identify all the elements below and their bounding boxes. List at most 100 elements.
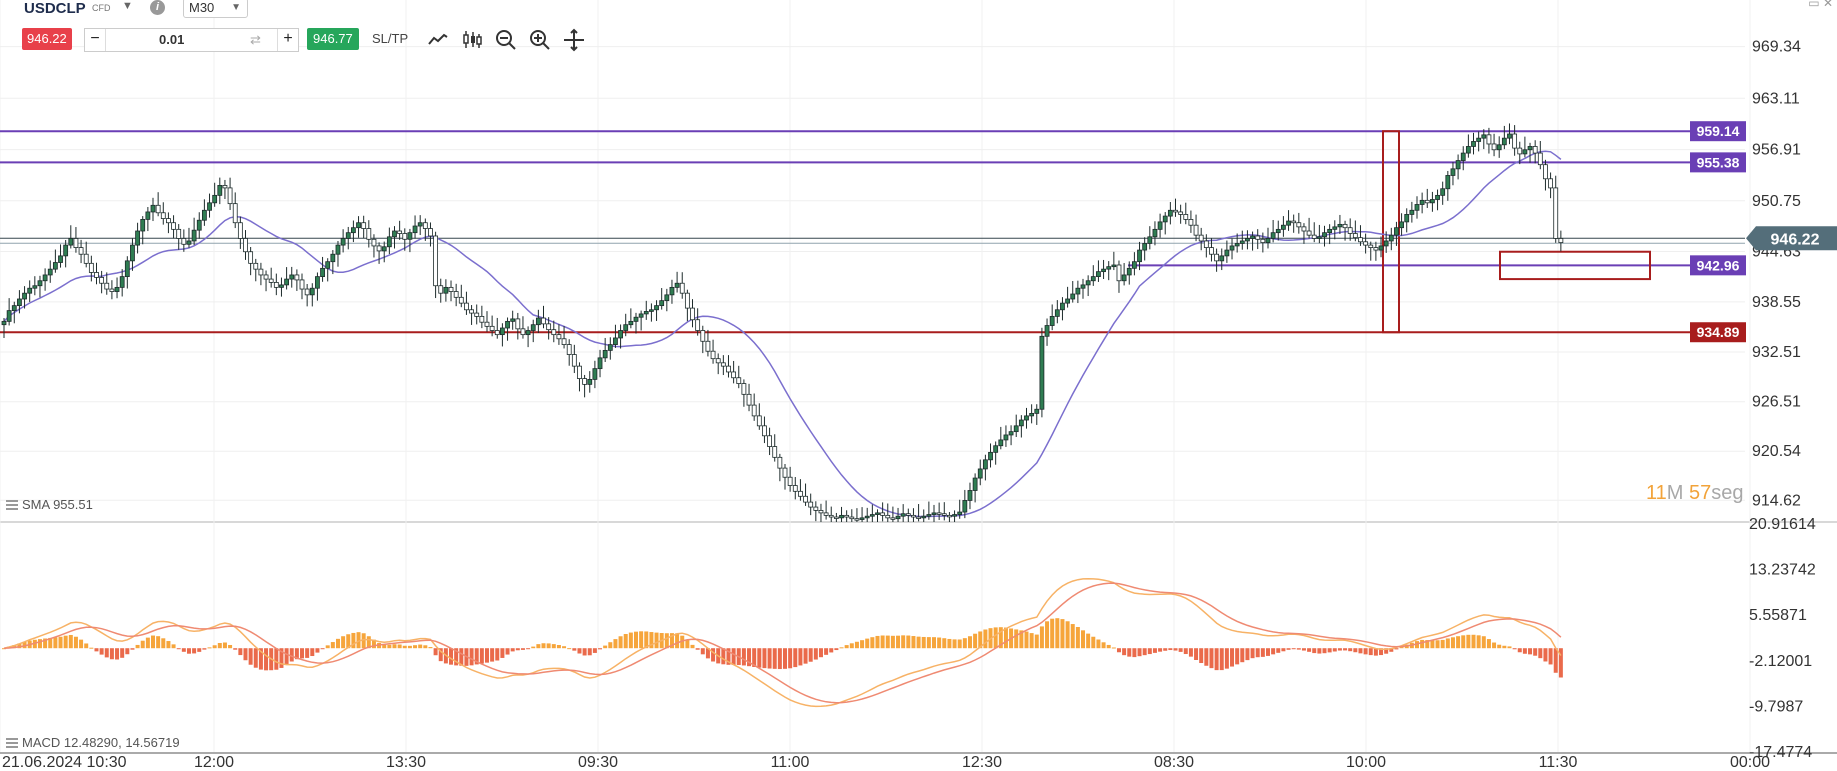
candle-body — [1471, 141, 1476, 147]
macd-bar — [84, 643, 89, 649]
crosshair-icon[interactable] — [562, 28, 586, 52]
candle-body — [1337, 223, 1343, 228]
candle-body — [1137, 249, 1142, 263]
candle-body — [1173, 209, 1178, 213]
macd-bar — [166, 641, 171, 649]
quantity-value[interactable]: 0.01 — [159, 32, 185, 47]
macd-bar — [1317, 648, 1322, 654]
macd-bar — [510, 648, 515, 652]
zone-rect — [1382, 130, 1400, 334]
candle-body — [227, 187, 233, 205]
candle-body — [1178, 211, 1184, 215]
macd-indicator-label[interactable]: MACD 12.48290, 14.56719 — [6, 735, 180, 750]
candle-body — [505, 320, 510, 329]
x-tick-label: 12:30 — [962, 754, 1002, 771]
macd-bar — [176, 648, 181, 650]
candlestick-icon[interactable] — [460, 28, 484, 52]
sell-price-button[interactable]: 946.22 — [22, 28, 72, 50]
symbol-name[interactable]: USDCLP — [24, 0, 86, 17]
candle-body — [68, 238, 74, 246]
candle-body — [299, 279, 305, 290]
macd-bar — [145, 637, 150, 649]
macd-bar — [562, 646, 567, 649]
macd-bar — [397, 644, 402, 649]
macd-bar — [834, 648, 839, 651]
macd-bar — [438, 648, 443, 662]
macd-bar — [1373, 648, 1378, 656]
macd-bar — [1081, 630, 1086, 649]
macd-bar — [1240, 648, 1245, 663]
buy-price-button[interactable]: 946.77 — [307, 28, 359, 50]
timeframe-select[interactable]: M30 ▼ — [183, 0, 248, 18]
macd-bar — [1512, 648, 1517, 650]
swap-icon[interactable]: ⇄ — [250, 32, 261, 47]
candle-body — [417, 222, 423, 227]
candle-body — [268, 278, 274, 283]
candle-body — [643, 311, 649, 315]
macd-bar — [253, 648, 258, 668]
candle-body — [1424, 199, 1430, 204]
macd-bar — [310, 648, 315, 657]
macd-bar — [1003, 627, 1008, 649]
info-icon[interactable]: i — [150, 0, 165, 15]
candle-body — [130, 244, 135, 262]
candle-body — [1147, 236, 1153, 244]
macd-bar — [222, 642, 227, 649]
candle-body — [715, 358, 721, 364]
candle-body — [1044, 325, 1050, 337]
candle-body — [515, 318, 521, 330]
macd-bar — [1481, 636, 1486, 649]
macd-bar — [1440, 639, 1445, 649]
window-controls[interactable]: ▭ ✕ — [1808, 0, 1833, 10]
candle-body — [1368, 244, 1374, 248]
macd-bar — [248, 648, 253, 665]
macd-bar — [186, 648, 191, 654]
candle-body — [623, 324, 629, 331]
macd-bar — [639, 631, 644, 649]
zoom-out-icon[interactable] — [494, 28, 518, 52]
menu-icon[interactable] — [6, 738, 18, 748]
candle-body — [145, 211, 151, 220]
candle-body — [921, 515, 927, 519]
macd-bar — [1209, 648, 1214, 669]
symbol-dropdown-icon[interactable]: ▼ — [122, 0, 133, 12]
macd-bar — [418, 644, 423, 649]
macd-bar — [1379, 648, 1384, 656]
sma-indicator-label[interactable]: SMA 955.51 — [6, 497, 93, 512]
macd-bar — [1060, 619, 1065, 649]
candle-body — [911, 514, 916, 518]
current-price-tag-text: 946.22 — [1771, 231, 1820, 248]
macd-bar — [1394, 648, 1399, 650]
zoom-in-icon[interactable] — [528, 28, 552, 52]
candle-body — [864, 515, 870, 519]
macd-bar — [932, 637, 937, 649]
candle-body — [962, 500, 968, 513]
macd-bar — [747, 648, 752, 667]
line-chart-icon[interactable] — [426, 28, 450, 52]
candle-body — [1460, 152, 1466, 161]
macd-bar — [952, 639, 957, 649]
decrease-quantity-button[interactable]: − — [85, 29, 106, 51]
macd-bar — [633, 631, 638, 649]
menu-icon[interactable] — [6, 500, 18, 510]
x-tick-label: 11:00 — [771, 754, 810, 771]
candle-body — [767, 435, 772, 447]
macd-bar — [315, 648, 320, 653]
candle-body — [207, 202, 212, 211]
candle-body — [104, 282, 110, 290]
macd-bar — [1301, 648, 1306, 651]
chart-grid — [0, 0, 1837, 754]
sltp-button[interactable]: SL/TP — [372, 31, 409, 46]
x-tick-label: 08:30 — [1154, 754, 1194, 771]
candle-body — [659, 300, 665, 307]
quantity-stepper[interactable]: − 0.01 ⇄ + — [84, 28, 299, 52]
candle-body — [967, 490, 973, 501]
candle-body — [1101, 268, 1106, 273]
macd-bar — [1260, 648, 1265, 657]
increase-quantity-button[interactable]: + — [277, 29, 298, 51]
candle-body — [191, 229, 197, 242]
macd-bar — [53, 637, 58, 649]
candle-body — [782, 467, 788, 478]
macd-bar — [772, 648, 777, 669]
